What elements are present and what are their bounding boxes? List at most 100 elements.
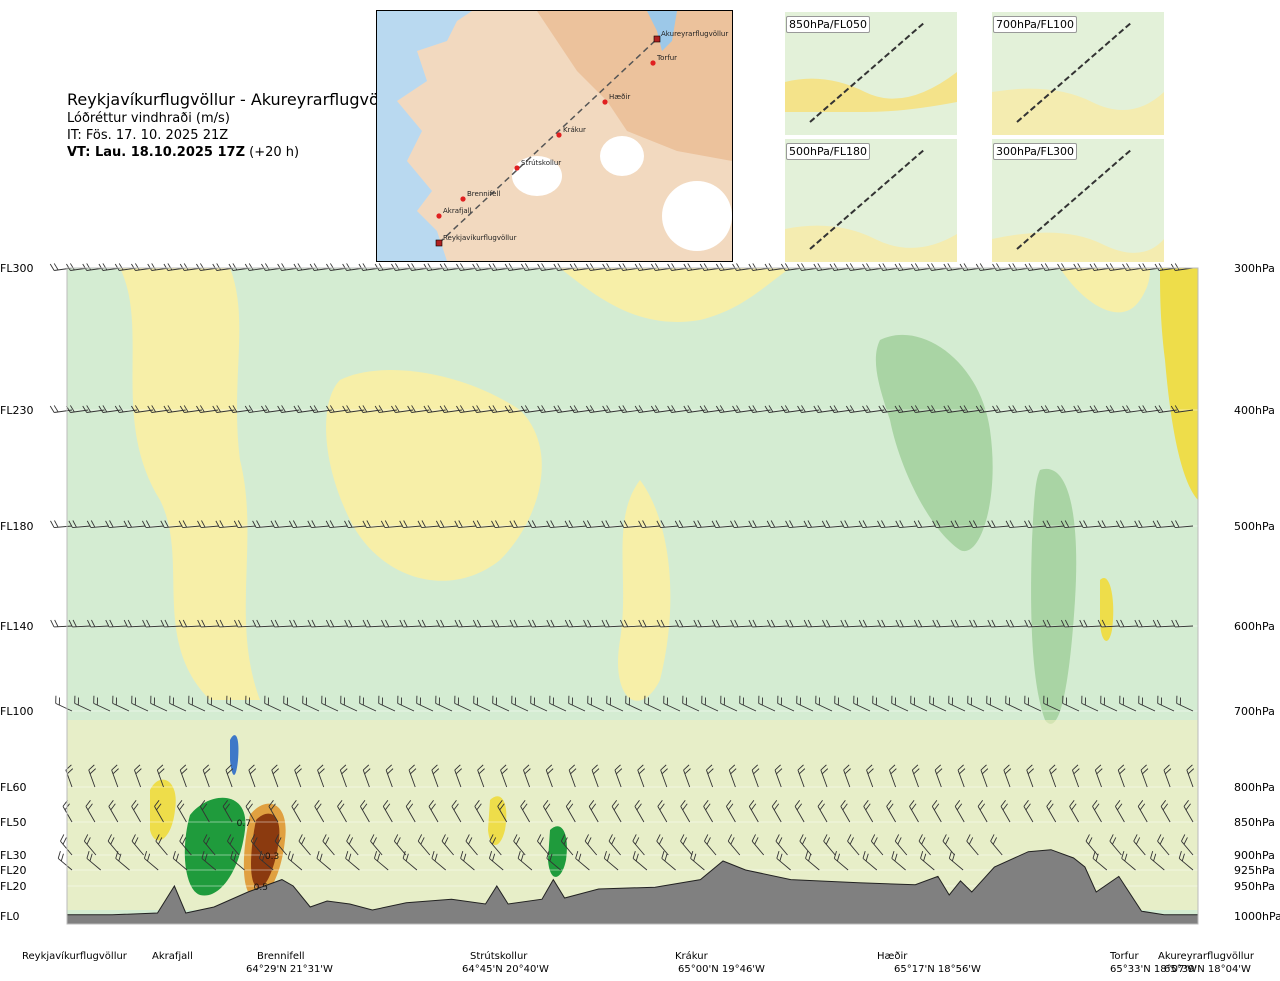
- barb-feather: [200, 263, 205, 271]
- barb-feather: [295, 768, 302, 775]
- barb-feather: [123, 520, 128, 528]
- barb-feather: [313, 405, 319, 413]
- barb-shaft: [910, 702, 928, 712]
- barb-feather: [778, 837, 783, 845]
- wind-barb: [1024, 619, 1047, 628]
- wind-barb: [197, 520, 220, 529]
- barb-shaft: [840, 806, 851, 823]
- barb-shaft: [789, 625, 808, 628]
- barb-shaft: [1092, 806, 1102, 823]
- barb-feather: [656, 520, 661, 528]
- barb-feather: [750, 803, 757, 811]
- left-axis-tick-label: FL140: [0, 620, 33, 633]
- barb-feather: [825, 520, 831, 528]
- barb-feather: [147, 853, 151, 862]
- barb-feather: [340, 695, 342, 704]
- glacier: [662, 181, 732, 251]
- barb-shaft: [403, 625, 422, 628]
- barb-feather: [1046, 619, 1051, 627]
- wind-barb: [234, 619, 256, 628]
- barb-shaft: [977, 806, 988, 823]
- barb-feather: [204, 853, 208, 862]
- barb-feather: [329, 619, 335, 627]
- barb-feather: [134, 764, 141, 771]
- barb-feather: [324, 837, 330, 845]
- bottom-axis: Reykjavíkurflugvöllur Akrafjall Brennifell…: [22, 950, 1255, 975]
- barb-feather: [362, 520, 367, 528]
- wind-barb: [454, 520, 477, 529]
- barb-shaft: [1101, 625, 1120, 628]
- barb-feather: [568, 520, 574, 528]
- barb-shaft: [1119, 702, 1137, 712]
- barb-feather: [270, 520, 275, 528]
- barb-shaft: [771, 806, 782, 823]
- barb-shaft: [321, 702, 339, 712]
- barb-shaft: [476, 625, 495, 628]
- barb-feather: [647, 697, 650, 706]
- barb-feather: [753, 768, 760, 775]
- barb-feather: [611, 837, 616, 845]
- barb-feather: [55, 695, 57, 704]
- barb-feather: [818, 697, 821, 706]
- barb-feather: [163, 263, 169, 271]
- wind-barb: [417, 834, 431, 856]
- barb-feather: [972, 520, 978, 528]
- barb-shaft: [1181, 840, 1194, 856]
- barb-feather: [153, 697, 156, 706]
- wind-barb: [454, 695, 472, 712]
- barb-shaft: [1049, 769, 1057, 788]
- barb-feather: [1079, 619, 1084, 628]
- left-axis-tick-label: FL20: [0, 880, 26, 893]
- barb-feather: [105, 619, 110, 628]
- barb-feather: [68, 619, 73, 628]
- barb-shaft: [311, 625, 330, 628]
- barb-feather: [454, 520, 459, 528]
- wind-barb: [382, 800, 393, 823]
- barb-feather: [987, 619, 992, 628]
- barb-feather: [826, 619, 831, 627]
- wind-barb: [291, 800, 302, 823]
- wind-barb: [568, 764, 577, 788]
- barb-feather: [1024, 619, 1029, 628]
- barb-feather: [1077, 405, 1083, 413]
- barb-feather: [420, 837, 425, 845]
- barb-feather: [803, 619, 808, 628]
- left-axis-tick-label: FL0: [0, 910, 19, 923]
- barb-feather: [127, 520, 132, 528]
- barb-feather: [286, 697, 289, 706]
- barb-feather: [552, 697, 555, 706]
- barb-feather: [546, 851, 550, 859]
- wind-barb: [359, 695, 377, 712]
- barb-feather: [797, 263, 802, 271]
- wind-barb: [918, 834, 931, 856]
- wind-barb: [785, 619, 808, 628]
- barb-feather: [309, 263, 315, 271]
- wind-barbs: [49, 263, 1195, 871]
- barb-feather: [1004, 768, 1012, 775]
- barb-feather: [549, 695, 551, 704]
- barb-feather: [172, 697, 175, 706]
- wind-barb: [517, 851, 533, 871]
- barb-feather: [780, 405, 786, 413]
- barb-feather: [777, 695, 779, 704]
- left-axis-tick-label: FL230: [0, 404, 33, 417]
- barb-feather: [813, 263, 819, 271]
- barb-feather: [1044, 405, 1050, 413]
- barb-feather: [654, 405, 660, 413]
- barb-shaft: [1028, 625, 1047, 628]
- barb-feather: [262, 853, 266, 862]
- barb-feather: [1005, 520, 1011, 528]
- barb-feather: [1124, 853, 1128, 862]
- barb-feather: [458, 520, 463, 528]
- barb-shaft: [72, 625, 91, 628]
- barb-feather: [950, 520, 955, 528]
- wind-barb: [1183, 800, 1194, 823]
- barb-feather: [66, 263, 71, 271]
- barb-feather: [730, 619, 735, 628]
- wind-barb: [546, 851, 561, 871]
- wind-barb: [771, 800, 782, 823]
- barb-feather: [50, 619, 55, 628]
- barb-feather: [1141, 697, 1144, 706]
- barb-feather: [532, 619, 537, 627]
- barb-feather: [719, 405, 725, 413]
